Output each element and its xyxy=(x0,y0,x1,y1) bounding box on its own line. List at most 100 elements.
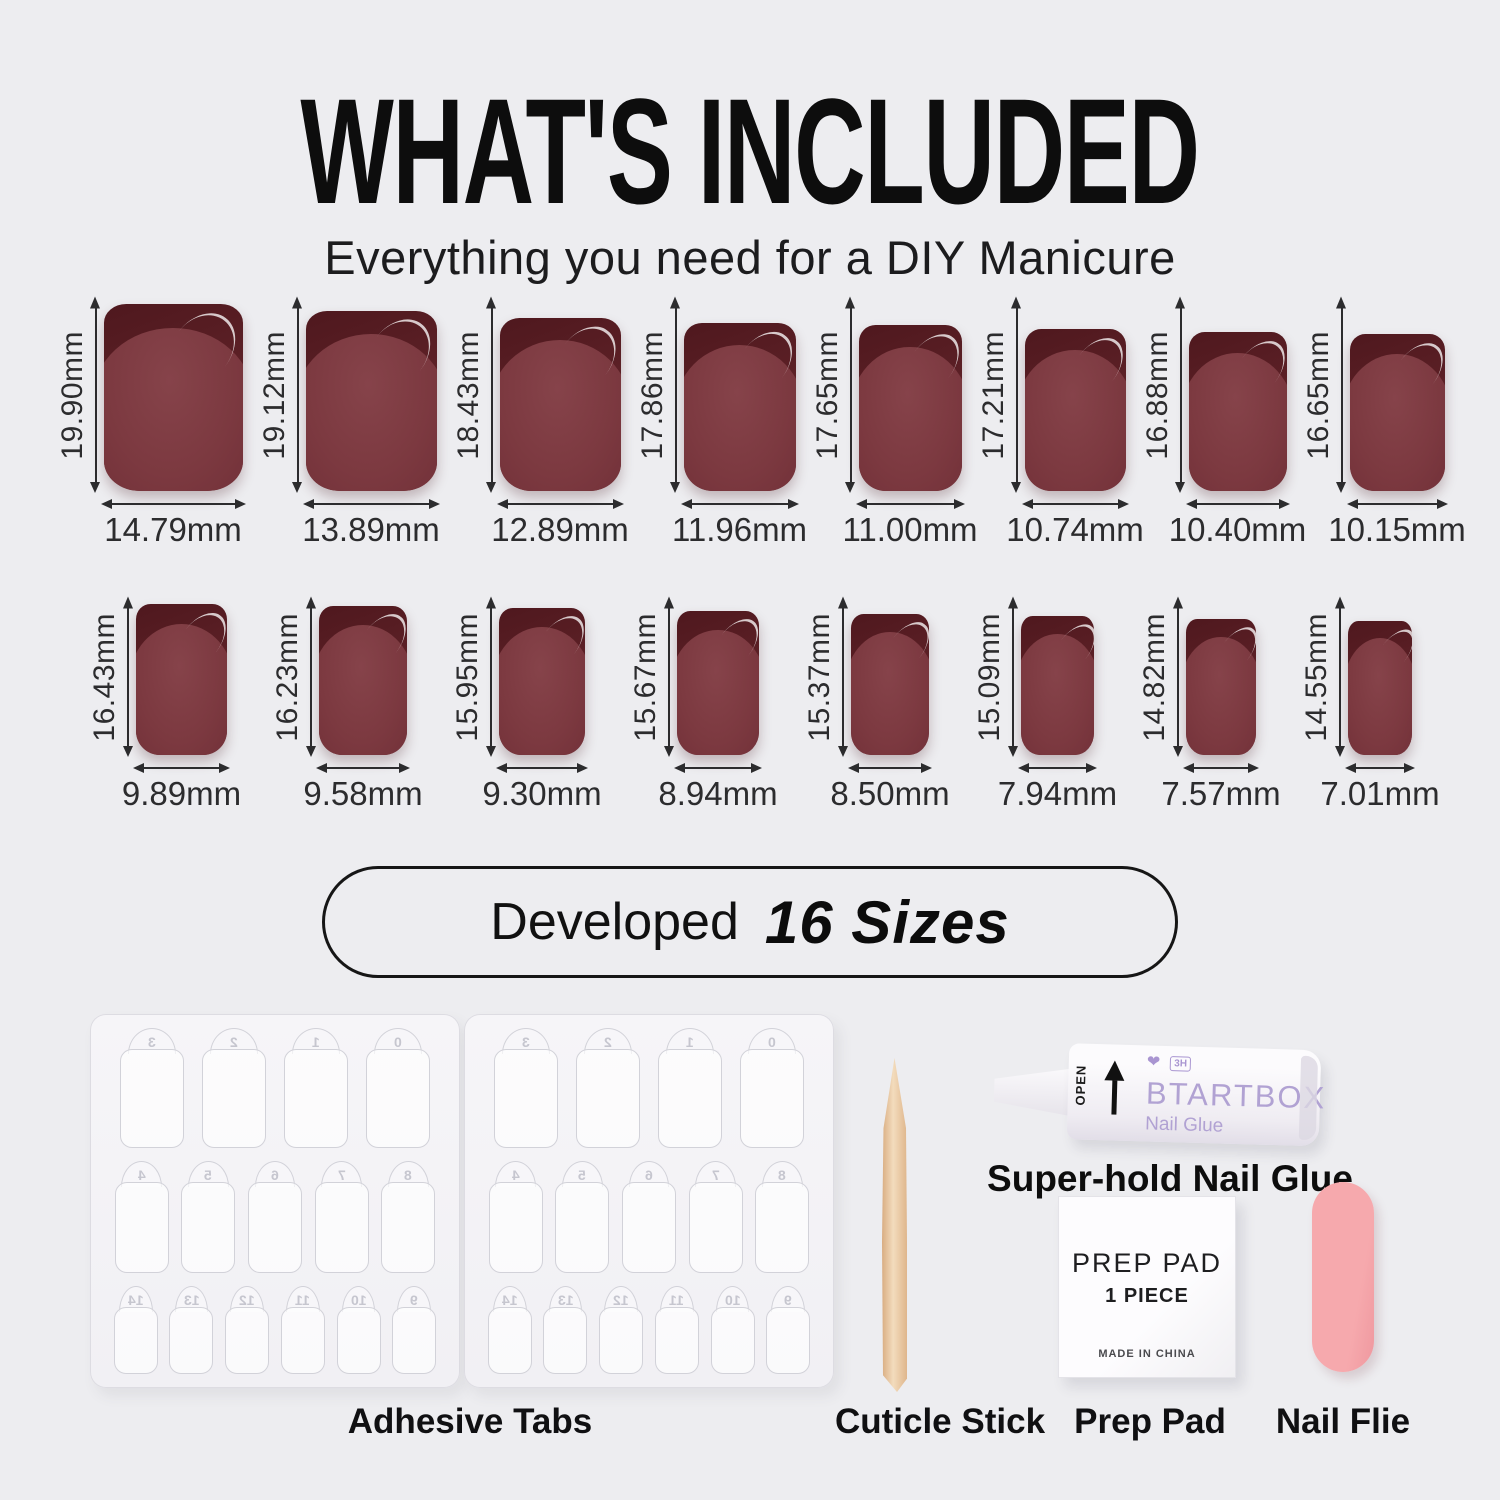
header: WHAT'S INCLUDED Everything you need for … xyxy=(0,76,1500,285)
adhesive-tab: 12 xyxy=(225,1286,270,1374)
adhesive-tab: 7 xyxy=(314,1161,369,1273)
adhesive-tab: 2 xyxy=(576,1028,640,1148)
nail-width-label: 9.89mm xyxy=(121,775,242,812)
tab-size-number: 2 xyxy=(604,1033,612,1050)
width-arrow-icon xyxy=(865,503,955,505)
press-on-nail xyxy=(851,614,929,755)
width-arrow-icon xyxy=(858,767,922,769)
nail-width-label: 13.89mm xyxy=(302,511,440,548)
glue-product-name: Nail Glue xyxy=(1144,1113,1224,1137)
height-arrow-icon xyxy=(485,608,496,757)
width-arrow-icon xyxy=(506,767,578,769)
tab-size-number: 10 xyxy=(350,1291,367,1308)
nail-width-label: 9.58mm xyxy=(303,775,423,812)
height-arrow-icon xyxy=(845,308,855,493)
width-arrow-icon xyxy=(1356,503,1438,505)
height-arrow-icon xyxy=(670,308,680,493)
adhesive-tab: 14 xyxy=(113,1286,158,1374)
adhesive-tab: 5 xyxy=(555,1161,610,1273)
nail-height-label: 16.23mm xyxy=(271,613,304,742)
nail-height-label: 15.09mm xyxy=(973,613,1006,742)
nail-height-label: 16.88mm xyxy=(1140,331,1174,460)
nail-size-column: 16.88mm 10.40mm xyxy=(1140,300,1306,549)
nail-width-label: 9.30mm xyxy=(482,775,602,812)
nail-height-label: 15.95mm xyxy=(451,613,484,742)
tab-size-number: 2 xyxy=(230,1033,238,1050)
cuticle-stick-image xyxy=(882,1058,907,1392)
adhesive-tab: 12 xyxy=(599,1286,644,1374)
width-arrow-icon xyxy=(1193,767,1249,769)
adhesive-tab: 7 xyxy=(688,1161,743,1273)
nail-size-column: 15.95mm 9.30mm xyxy=(451,600,602,813)
tab-size-number: 6 xyxy=(645,1166,653,1183)
adhesive-tab: 11 xyxy=(654,1286,699,1374)
tab-size-number: 3 xyxy=(522,1033,530,1050)
nail-width-label: 10.15mm xyxy=(1328,511,1466,548)
adhesive-tab: 6 xyxy=(621,1161,676,1273)
press-on-nail xyxy=(1021,616,1094,755)
prep-pad-origin: MADE IN CHINA xyxy=(1098,1348,1196,1360)
adhesive-tab: 4 xyxy=(488,1161,543,1273)
width-arrow-icon xyxy=(143,767,220,769)
tab-size-number: 0 xyxy=(768,1033,776,1050)
height-arrow-icon xyxy=(1007,608,1018,757)
adhesive-tab: 11 xyxy=(280,1286,325,1374)
tab-size-number: 8 xyxy=(778,1166,787,1183)
adhesive-tab: 13 xyxy=(543,1286,588,1374)
adhesive-tab: 0 xyxy=(366,1028,430,1148)
nail-size-column: 16.23mm 9.58mm xyxy=(271,600,423,813)
press-on-nail xyxy=(305,311,437,491)
nail-height-label: 19.12mm xyxy=(257,331,291,460)
tab-size-number: 6 xyxy=(271,1166,279,1183)
prep-pad-title: PREP PAD xyxy=(1071,1248,1223,1278)
glue-open-text: OPEN xyxy=(1072,1064,1089,1106)
width-arrow-icon xyxy=(684,767,752,769)
tab-size-number: 0 xyxy=(394,1033,402,1050)
tab-size-number: 9 xyxy=(410,1291,419,1308)
press-on-nail xyxy=(683,323,796,491)
glue-nozzle xyxy=(993,1064,1072,1118)
prep-pad-packet: PREP PAD 1 PIECE MADE IN CHINA xyxy=(1058,1196,1236,1378)
adhesive-tab-sheet: 3 2 1 0 4 5 6 7 8 14 13 12 11 10 9 xyxy=(464,1014,834,1388)
adhesive-tab: 10 xyxy=(710,1286,755,1374)
tab-size-number: 8 xyxy=(404,1166,413,1183)
nail-size-row-large: 19.90mm 14.79mm 19.12mm 13.89mm 18.43mm 12.89… xyxy=(0,300,1500,549)
adhesive-tab: 2 xyxy=(202,1028,266,1148)
cuticle-stick-caption: Cuticle Stick xyxy=(834,1402,1046,1441)
height-arrow-icon xyxy=(663,608,674,757)
tab-size-number: 5 xyxy=(204,1166,213,1183)
tab-size-number: 13 xyxy=(183,1291,200,1308)
tab-size-number: 11 xyxy=(295,1291,311,1308)
adhesive-tab: 4 xyxy=(114,1161,169,1273)
kit-contents: 3 2 1 0 4 5 6 7 8 14 13 12 11 10 9 3 2 1 0 4 5 6 7 8 14 13 12 11 10… xyxy=(0,1000,1500,1500)
nail-size-column: 15.09mm 7.94mm xyxy=(973,600,1117,813)
height-arrow-icon xyxy=(305,608,316,757)
height-arrow-icon xyxy=(90,308,100,493)
tab-size-number: 12 xyxy=(239,1291,255,1308)
adhesive-tab: 3 xyxy=(120,1028,184,1148)
nail-width-label: 11.00mm xyxy=(842,511,978,548)
glue-brand-name: BTARTBOX xyxy=(1145,1075,1327,1116)
height-arrow-icon xyxy=(1172,608,1183,757)
nail-size-column: 19.12mm 13.89mm xyxy=(257,300,440,549)
nail-size-row-small: 16.43mm 9.89mm 16.23mm 9.58mm 15.95mm 9.30mm 1… xyxy=(0,600,1500,813)
adhesive-tab: 8 xyxy=(755,1161,810,1273)
width-arrow-icon xyxy=(1355,767,1405,769)
nail-height-label: 17.86mm xyxy=(635,331,669,460)
nail-file-caption: Nail Flie xyxy=(1275,1402,1411,1441)
width-arrow-icon xyxy=(1031,503,1119,505)
nail-height-label: 14.82mm xyxy=(1138,613,1171,742)
sizes-badge: Developed 16 Sizes xyxy=(322,866,1178,978)
adhesive-tab: 9 xyxy=(766,1286,811,1374)
nail-width-label: 8.94mm xyxy=(658,775,778,812)
tab-size-number: 10 xyxy=(724,1291,741,1308)
glue-label-print: ❤ 3H BTARTBOX Nail Glue xyxy=(1144,1053,1327,1140)
adhesive-tab: 3 xyxy=(494,1028,558,1148)
tab-size-number: 7 xyxy=(337,1166,346,1183)
height-arrow-icon xyxy=(1334,608,1345,757)
tab-size-number: 12 xyxy=(613,1291,629,1308)
nail-height-label: 16.65mm xyxy=(1301,331,1335,460)
height-arrow-icon xyxy=(837,608,848,757)
adhesive-tab: 1 xyxy=(658,1028,722,1148)
